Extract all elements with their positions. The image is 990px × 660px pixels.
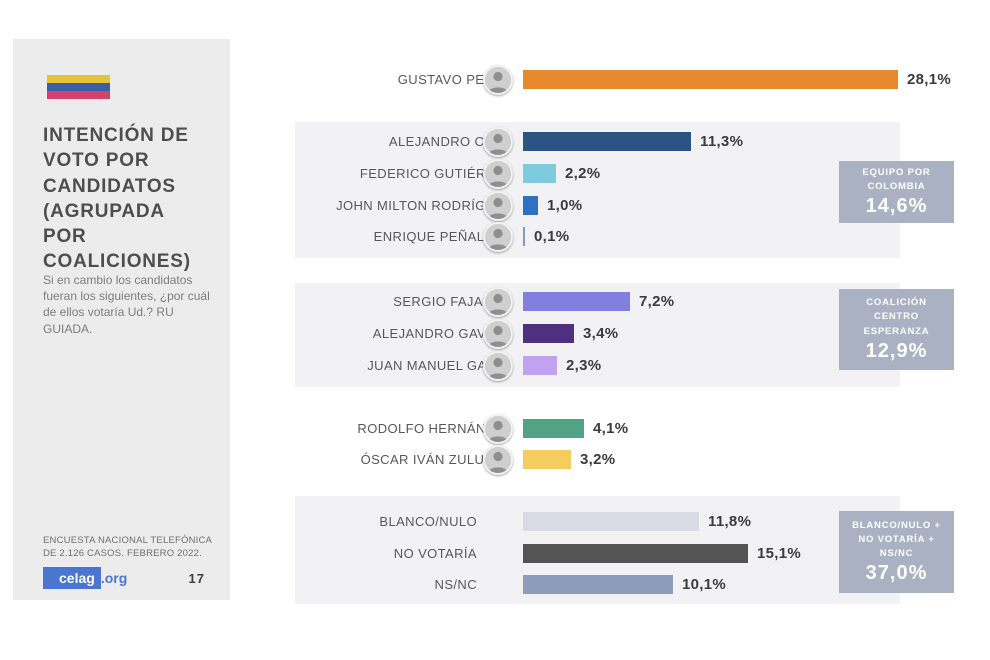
coalition-name-line: NS/NC bbox=[879, 548, 914, 560]
coalition-name-line: ESPERANZA bbox=[863, 325, 930, 337]
bar-value-blanco-nulo: 11,8% bbox=[708, 513, 752, 530]
coalition-total-value: 14,6% bbox=[865, 195, 928, 218]
coalition-total-value: 12,9% bbox=[865, 339, 928, 362]
bar-label-oscar-ivan-zuluaga: ÓSCAR IVÁN ZULUAGA bbox=[360, 452, 513, 467]
person-photo-icon bbox=[485, 353, 511, 379]
bar-value-no-votaria: 15,1% bbox=[757, 545, 802, 562]
bar-label-john-milton-rodriguez: JOHN MILTON RODRÍGUEZ bbox=[336, 198, 513, 213]
bar-alejandro-gaviria bbox=[523, 324, 574, 343]
bar-sergio-fajardo bbox=[523, 292, 630, 311]
bar-label-sergio-fajardo: SERGIO FAJARDO bbox=[393, 294, 513, 309]
bar-oscar-ivan-zuluaga bbox=[523, 450, 571, 469]
bar-label-ns-nc: NS/NC bbox=[434, 577, 477, 592]
person-photo-icon bbox=[485, 67, 511, 93]
sidebar: INTENCIÓN DE VOTO POR CANDIDATOS (AGRUPA… bbox=[13, 39, 230, 600]
bar-value-rodolfo-hernandez: 4,1% bbox=[593, 420, 629, 437]
candidate-avatar-alejandro-char bbox=[483, 127, 513, 157]
bar-label-rodolfo-hernandez: RODOLFO HERNÁNDEZ bbox=[357, 421, 513, 436]
coalition-name-line: EQUIPO POR bbox=[862, 166, 931, 178]
coalition-total-box-blanco-nulo-no-votaria-ns-nc: BLANCO/NULO + NO VOTARÍA + NS/NC 37,0% bbox=[839, 511, 954, 593]
flag-stripe bbox=[47, 83, 110, 91]
bar-value-federico-gutierrez: 2,2% bbox=[565, 165, 601, 182]
bar-value-alejandro-char: 11,3% bbox=[700, 133, 744, 150]
coalition-total-box-coalicion-centro-esperanza: COALICIÓN CENTRO ESPERANZA 12,9% bbox=[839, 289, 954, 370]
celag-logo[interactable]: celag .org bbox=[43, 567, 127, 589]
bar-label-no-votaria: NO VOTARÍA bbox=[393, 546, 477, 561]
bar-no-votaria bbox=[523, 544, 748, 563]
person-photo-icon bbox=[485, 447, 511, 473]
bar-alejandro-char bbox=[523, 132, 691, 151]
bar-juan-manuel-galan bbox=[523, 356, 557, 375]
candidate-avatar-alejandro-gaviria bbox=[483, 319, 513, 349]
coalition-name-line: COALICIÓN bbox=[866, 297, 927, 309]
coalition-name-line: CENTRO bbox=[874, 311, 919, 323]
person-photo-icon bbox=[485, 289, 511, 315]
bar-value-juan-manuel-galan: 2,3% bbox=[566, 357, 602, 374]
bar-blanco-nulo bbox=[523, 512, 699, 531]
person-photo-icon bbox=[485, 161, 511, 187]
bar-federico-gutierrez bbox=[523, 164, 556, 183]
bar-john-milton-rodriguez bbox=[523, 196, 538, 215]
bar-rodolfo-hernandez bbox=[523, 419, 584, 438]
bar-value-oscar-ivan-zuluaga: 3,2% bbox=[580, 451, 616, 468]
bar-label-enrique-penalosa: ENRIQUE PEÑALOSA bbox=[373, 229, 513, 244]
coalition-name-line: BLANCO/NULO + bbox=[852, 519, 941, 531]
page-number: 17 bbox=[188, 571, 205, 586]
coalition-total-value: 37,0% bbox=[865, 562, 928, 585]
celag-logo-mark: celag bbox=[43, 567, 101, 589]
candidate-avatar-juan-manuel-galan bbox=[483, 351, 513, 381]
bar-enrique-penalosa bbox=[523, 227, 525, 246]
bar-label-blanco-nulo: BLANCO/NULO bbox=[379, 514, 477, 529]
candidate-avatar-john-milton-rodriguez bbox=[483, 191, 513, 221]
flag-stripe bbox=[47, 75, 110, 83]
person-photo-icon bbox=[485, 193, 511, 219]
survey-footnote: ENCUESTA NACIONAL TELEFÓNICA DE 2.126 CA… bbox=[43, 535, 212, 559]
candidate-avatar-enrique-penalosa bbox=[483, 222, 513, 252]
colombia-flag-icon bbox=[47, 75, 110, 99]
bar-value-enrique-penalosa: 0,1% bbox=[534, 228, 570, 245]
celag-logo-suffix: .org bbox=[100, 570, 128, 586]
bar-gustavo-petro bbox=[523, 70, 898, 89]
person-photo-icon bbox=[485, 321, 511, 347]
page-title: INTENCIÓN DE VOTO POR CANDIDATOS (AGRUPA… bbox=[43, 125, 191, 273]
candidate-avatar-oscar-ivan-zuluaga bbox=[483, 445, 513, 475]
coalition-total-box-equipo-por-colombia: EQUIPO POR COLOMBIA 14,6% bbox=[839, 161, 954, 223]
bar-value-ns-nc: 10,1% bbox=[682, 576, 727, 593]
candidate-avatar-gustavo-petro bbox=[483, 65, 513, 95]
footer-row: celag .org 17 bbox=[43, 567, 215, 591]
bar-value-john-milton-rodriguez: 1,0% bbox=[547, 197, 583, 214]
bar-ns-nc bbox=[523, 575, 673, 594]
survey-question: Si en cambio los candidatos fueran los s… bbox=[43, 273, 210, 336]
bar-label-alejandro-char: ALEJANDRO CHAR bbox=[388, 134, 513, 149]
bar-label-alejandro-gaviria: ALEJANDRO GAVIRIA bbox=[372, 326, 513, 341]
bar-value-gustavo-petro: 28,1% bbox=[907, 71, 952, 88]
person-photo-icon bbox=[485, 129, 511, 155]
bar-value-alejandro-gaviria: 3,4% bbox=[583, 325, 619, 342]
candidate-avatar-federico-gutierrez bbox=[483, 159, 513, 189]
bar-label-federico-gutierrez: FEDERICO GUTIÉRREZ bbox=[359, 166, 513, 181]
person-photo-icon bbox=[485, 416, 511, 442]
person-photo-icon bbox=[485, 224, 511, 250]
coalition-name-line: COLOMBIA bbox=[867, 181, 926, 192]
bar-label-juan-manuel-galan: JUAN MANUEL GALÁN bbox=[367, 358, 513, 373]
candidate-avatar-sergio-fajardo bbox=[483, 287, 513, 317]
coalition-name-line: NO VOTARÍA + bbox=[858, 533, 935, 545]
flag-stripe bbox=[47, 91, 110, 99]
bar-value-sergio-fajardo: 7,2% bbox=[639, 293, 675, 310]
candidate-avatar-rodolfo-hernandez bbox=[483, 414, 513, 444]
